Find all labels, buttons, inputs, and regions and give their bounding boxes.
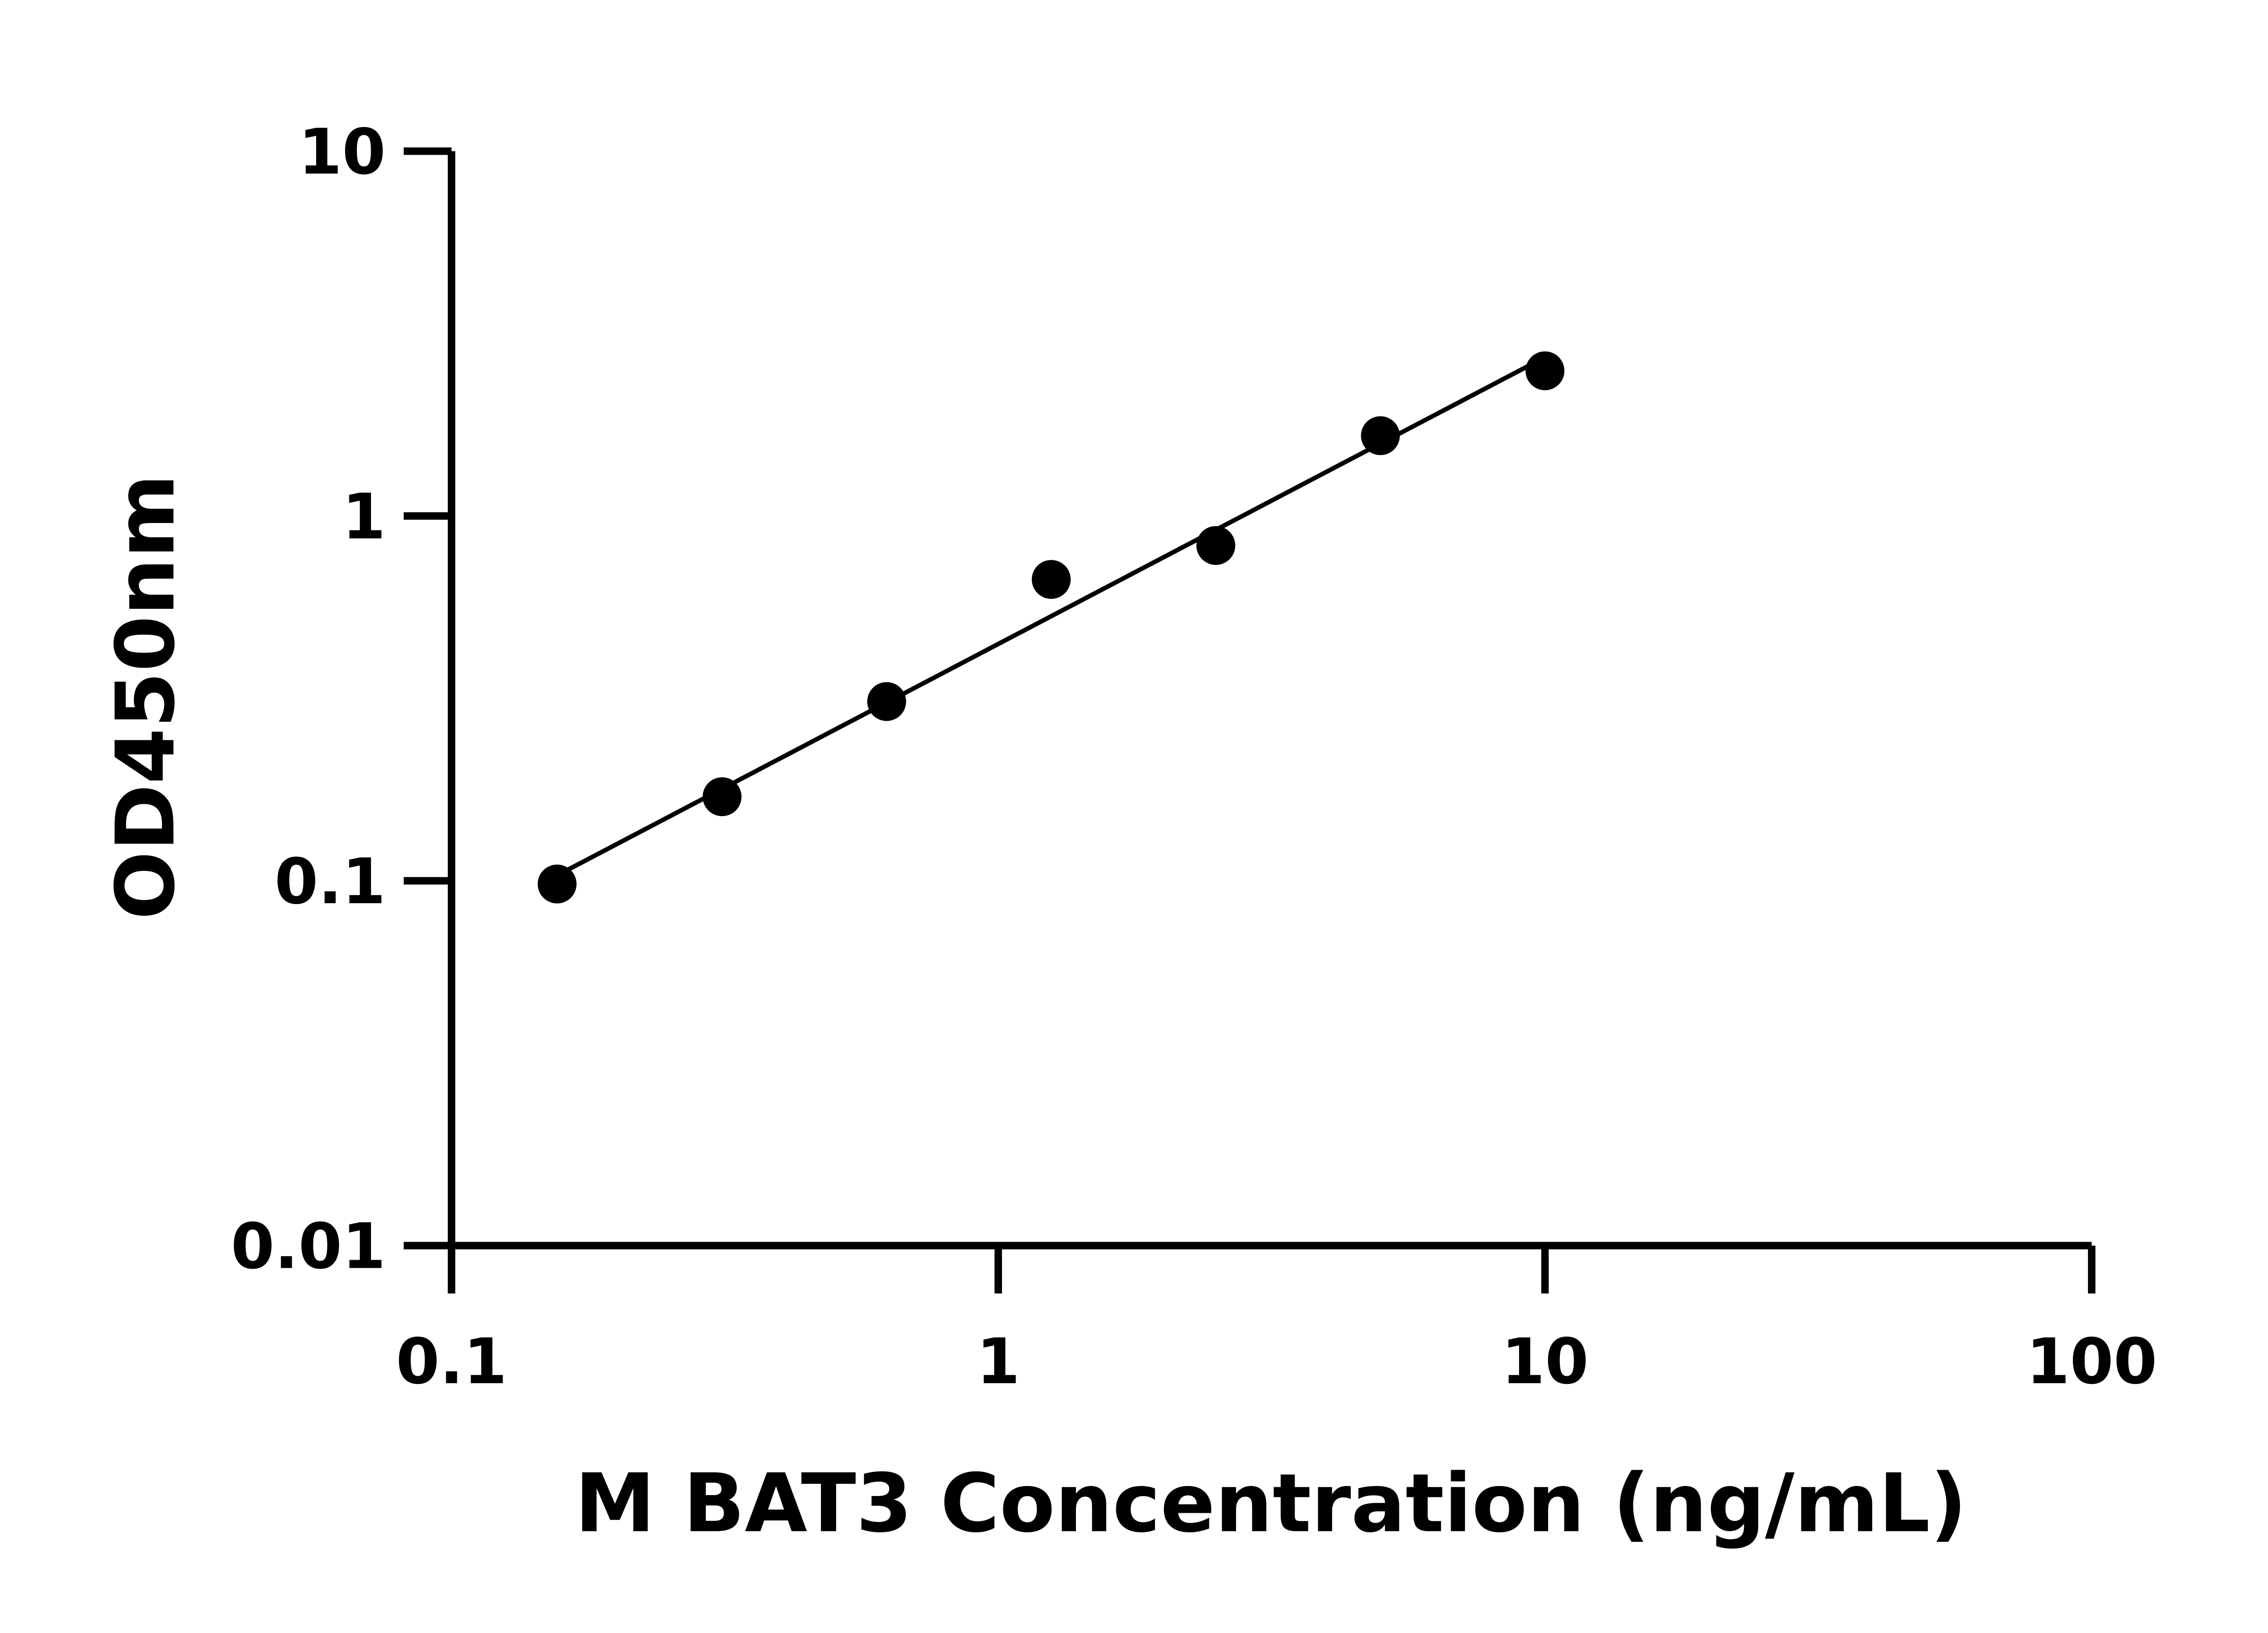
data-point <box>867 682 906 721</box>
x-tick-label: 1 <box>977 1325 1020 1398</box>
x-tick-label: 0.1 <box>396 1325 507 1398</box>
data-point <box>1031 560 1071 599</box>
x-axis-title: M BAT3 Concentration (ng/mL) <box>575 1457 1967 1550</box>
data-point <box>703 777 742 816</box>
x-tick-label: 10 <box>1501 1325 1589 1398</box>
y-tick-label: 0.01 <box>231 1210 386 1283</box>
data-points <box>538 351 1564 904</box>
data-point <box>1196 526 1236 565</box>
y-tick-label: 1 <box>342 480 386 553</box>
x-tick-label: 100 <box>2026 1325 2157 1398</box>
y-axis-title: OD450nm <box>98 474 192 920</box>
data-point <box>1525 351 1564 391</box>
y-tick-label: 10 <box>298 116 386 189</box>
y-tick-label: 0.1 <box>274 845 386 918</box>
data-point <box>538 864 577 904</box>
data-point <box>1361 416 1400 455</box>
